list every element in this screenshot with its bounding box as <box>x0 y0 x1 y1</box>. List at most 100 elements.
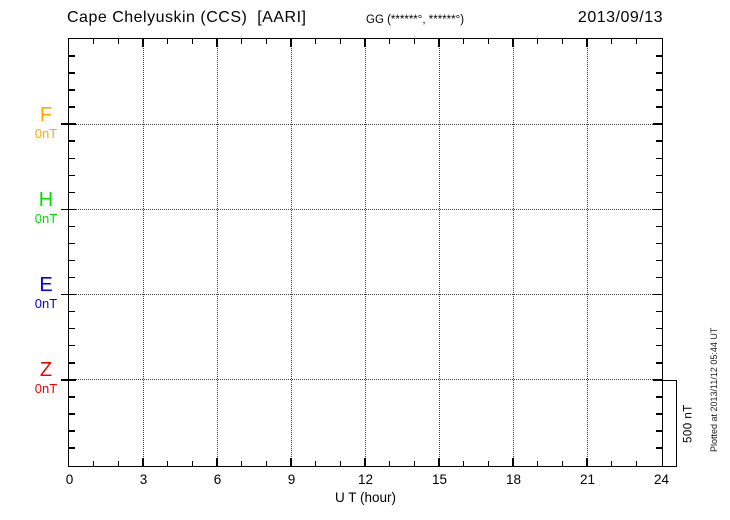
x-tick-bottom <box>216 458 218 466</box>
x-tick-bottom <box>536 461 539 466</box>
component-baseline-e: 0nT <box>34 296 58 312</box>
x-tick-bottom <box>610 461 613 466</box>
y-tick-left <box>69 106 75 108</box>
x-tick-label: 24 <box>653 472 670 487</box>
x-tick-top <box>561 39 564 44</box>
plot-area <box>61 38 663 467</box>
y-tick-right <box>656 157 662 160</box>
y-tick-right <box>656 447 662 449</box>
y-tick-left <box>69 396 75 398</box>
y-tick-right <box>656 89 662 91</box>
y-tick-right <box>656 191 662 194</box>
x-tick-label: 9 <box>287 472 296 487</box>
x-tick-bottom <box>586 458 588 466</box>
x-axis-title: U T (hour) <box>334 490 397 505</box>
scale-bar-vertical-line <box>675 380 677 467</box>
y-tick-left <box>69 225 75 228</box>
component-letter-e: E <box>39 274 53 297</box>
y-tick-left <box>61 379 76 381</box>
x-tick-top <box>216 39 218 47</box>
y-tick-left <box>69 140 75 142</box>
y-tick-left <box>69 276 75 279</box>
x-tick-top <box>142 39 144 47</box>
y-tick-left <box>61 208 76 211</box>
x-tick-top <box>290 39 292 47</box>
date-label: 2013/09/13 <box>577 9 663 26</box>
y-tick-right <box>656 430 662 432</box>
x-tick-bottom <box>388 461 391 466</box>
y-tick-right <box>656 327 662 330</box>
y-tick-right <box>656 310 662 313</box>
x-tick-label: 6 <box>213 472 222 487</box>
y-tick-left <box>69 310 75 313</box>
x-tick-top <box>191 39 194 44</box>
x-tick-top <box>512 39 514 47</box>
y-tick-right <box>653 123 662 125</box>
component-baseline-z: 0nT <box>34 381 58 397</box>
y-tick-left <box>61 293 76 296</box>
x-tick-bottom <box>191 461 194 466</box>
x-tick-bottom <box>462 461 465 466</box>
x-tick-bottom <box>487 461 490 466</box>
x-tick-label: 0 <box>65 472 74 487</box>
x-tick-top <box>487 39 490 44</box>
gridline-vertical <box>290 39 292 465</box>
scale-bar-bottom-line <box>663 465 676 467</box>
x-tick-bottom <box>290 458 292 466</box>
y-tick-right <box>656 174 662 177</box>
y-tick-right <box>656 362 662 364</box>
x-tick-bottom <box>117 461 120 466</box>
gridline-vertical <box>364 39 366 465</box>
x-tick-label: 3 <box>139 472 148 487</box>
x-tick-label: 12 <box>357 472 374 487</box>
x-tick-bottom <box>364 458 366 466</box>
x-tick-top <box>413 39 416 44</box>
component-letter-h: H <box>38 188 54 211</box>
y-tick-right <box>656 276 662 279</box>
x-tick-label: 15 <box>431 472 448 487</box>
y-tick-left <box>69 430 75 432</box>
x-tick-top <box>610 39 613 44</box>
x-tick-top <box>240 39 243 44</box>
x-tick-label: 18 <box>505 472 522 487</box>
x-tick-top <box>536 39 539 44</box>
gridline-vertical <box>216 39 218 465</box>
scale-bar-label: 500 nT <box>682 404 695 443</box>
y-tick-left <box>69 55 75 57</box>
baseline-gridline-e <box>69 294 661 296</box>
x-tick-label: 21 <box>579 472 596 487</box>
baseline-gridline-h <box>69 208 661 210</box>
y-tick-right <box>656 140 662 142</box>
x-tick-bottom <box>240 461 243 466</box>
gridline-vertical <box>512 39 514 465</box>
y-tick-right <box>656 344 662 347</box>
y-tick-left <box>61 123 76 125</box>
geographic-coords-label: GG (******°, ******°) <box>366 14 465 26</box>
y-tick-right <box>656 225 662 228</box>
x-tick-bottom <box>438 458 440 466</box>
y-tick-right <box>653 293 662 296</box>
y-tick-left <box>69 344 75 347</box>
plotted-at-note: Plotted at 2013/11/12 05:44 UT <box>709 327 719 453</box>
y-tick-left <box>69 327 75 330</box>
y-tick-left <box>69 157 75 160</box>
y-tick-right <box>656 72 662 74</box>
x-tick-top <box>265 39 268 44</box>
x-tick-top <box>117 39 120 44</box>
component-label-z: Z 0nT <box>26 360 66 397</box>
y-tick-left <box>69 447 75 449</box>
y-tick-left <box>69 259 75 262</box>
x-tick-bottom <box>142 458 144 466</box>
gridline-vertical <box>438 39 440 465</box>
x-tick-bottom <box>339 461 342 466</box>
baseline-gridline-f <box>69 123 661 125</box>
x-tick-bottom <box>166 461 169 466</box>
x-tick-bottom <box>512 458 514 466</box>
y-tick-left <box>69 362 75 364</box>
y-tick-left <box>69 72 75 74</box>
x-tick-top <box>635 39 638 44</box>
component-label-f: F 0nT <box>26 105 66 140</box>
gridline-vertical <box>142 39 144 465</box>
x-tick-top <box>314 39 317 44</box>
